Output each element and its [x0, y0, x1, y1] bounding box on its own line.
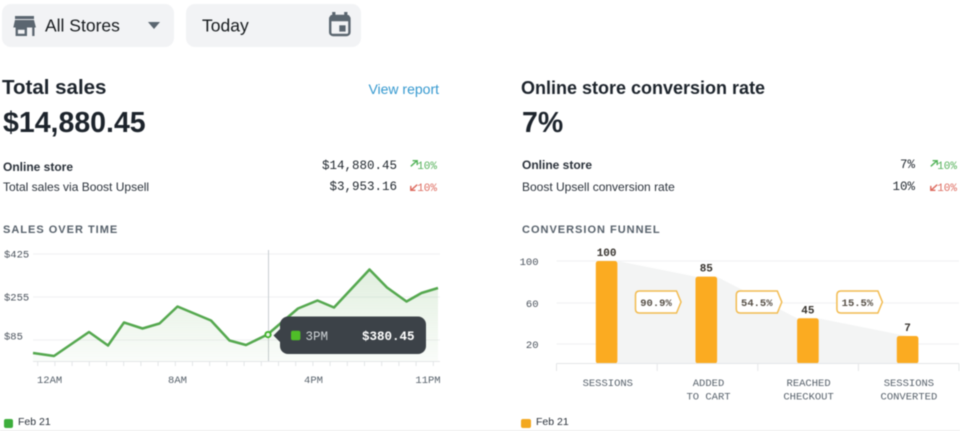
- svg-text:15.5%: 15.5%: [842, 298, 874, 310]
- svg-text:60: 60: [526, 299, 539, 311]
- svg-text:ADDED: ADDED: [693, 378, 725, 390]
- svg-text:90.9%: 90.9%: [640, 298, 672, 310]
- svg-text:12AM: 12AM: [37, 375, 62, 387]
- svg-text:$85: $85: [4, 332, 23, 344]
- svg-text:3PM: 3PM: [306, 330, 329, 344]
- svg-text:100: 100: [520, 257, 539, 269]
- svg-text:8AM: 8AM: [168, 375, 187, 387]
- svg-text:54.5%: 54.5%: [741, 298, 773, 310]
- svg-text:CHECKOUT: CHECKOUT: [783, 392, 833, 404]
- svg-text:REACHED: REACHED: [787, 378, 831, 390]
- svg-text:100: 100: [597, 248, 617, 260]
- svg-text:SESSIONS: SESSIONS: [583, 378, 633, 390]
- svg-text:85: 85: [700, 264, 714, 276]
- svg-text:$380.45: $380.45: [362, 330, 415, 344]
- svg-text:45: 45: [801, 305, 815, 317]
- svg-text:CONVERTED: CONVERTED: [881, 392, 938, 404]
- svg-text:$255: $255: [4, 293, 29, 305]
- svg-text:4PM: 4PM: [304, 375, 323, 387]
- svg-text:SESSIONS: SESSIONS: [884, 378, 934, 390]
- svg-text:11PM: 11PM: [415, 375, 440, 387]
- svg-text:TO CART: TO CART: [686, 392, 730, 404]
- svg-text:20: 20: [526, 340, 539, 352]
- svg-text:7: 7: [904, 323, 911, 335]
- svg-text:$425: $425: [4, 250, 29, 262]
